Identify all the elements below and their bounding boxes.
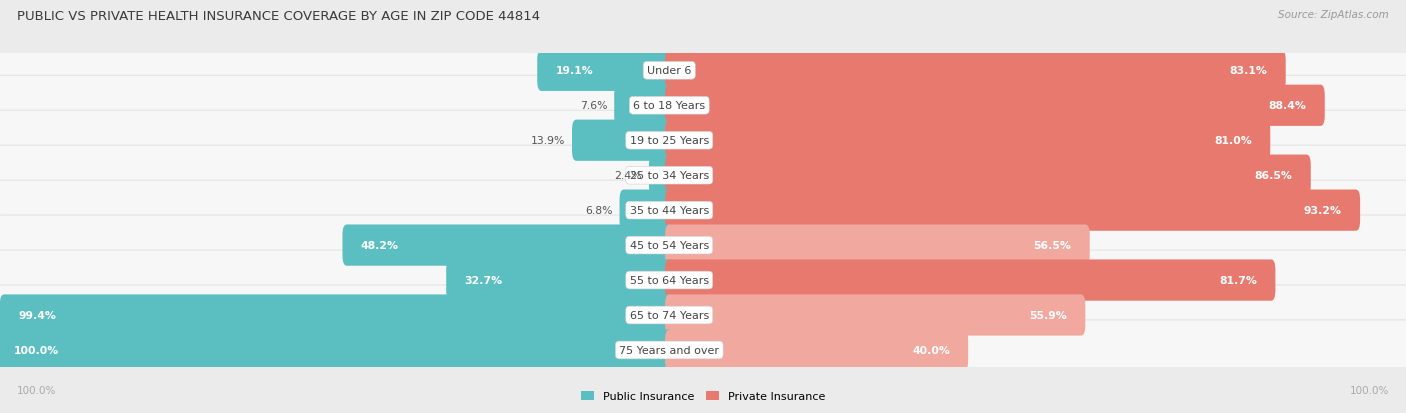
FancyBboxPatch shape — [0, 320, 1406, 380]
Text: 93.2%: 93.2% — [1303, 206, 1341, 216]
Text: 13.9%: 13.9% — [530, 136, 565, 146]
Text: 88.4%: 88.4% — [1268, 101, 1306, 111]
FancyBboxPatch shape — [0, 216, 1406, 275]
FancyBboxPatch shape — [665, 295, 1085, 336]
FancyBboxPatch shape — [0, 180, 1406, 241]
Text: 45 to 54 Years: 45 to 54 Years — [630, 240, 709, 251]
FancyBboxPatch shape — [614, 85, 673, 126]
Text: 6 to 18 Years: 6 to 18 Years — [633, 101, 706, 111]
Text: 6.8%: 6.8% — [585, 206, 613, 216]
FancyBboxPatch shape — [0, 285, 1406, 345]
Text: 40.0%: 40.0% — [912, 345, 950, 355]
FancyBboxPatch shape — [0, 146, 1406, 206]
FancyBboxPatch shape — [665, 85, 1324, 126]
FancyBboxPatch shape — [0, 111, 1406, 171]
FancyBboxPatch shape — [0, 41, 1406, 101]
FancyBboxPatch shape — [446, 260, 673, 301]
Text: PUBLIC VS PRIVATE HEALTH INSURANCE COVERAGE BY AGE IN ZIP CODE 44814: PUBLIC VS PRIVATE HEALTH INSURANCE COVER… — [17, 10, 540, 23]
Text: Under 6: Under 6 — [647, 66, 692, 76]
Text: 32.7%: 32.7% — [464, 275, 502, 285]
Text: 25 to 34 Years: 25 to 34 Years — [630, 171, 709, 181]
Text: 19.1%: 19.1% — [555, 66, 593, 76]
FancyBboxPatch shape — [0, 295, 673, 336]
Text: 19 to 25 Years: 19 to 25 Years — [630, 136, 709, 146]
Text: 55.9%: 55.9% — [1029, 310, 1067, 320]
Text: 35 to 44 Years: 35 to 44 Years — [630, 206, 709, 216]
Text: 86.5%: 86.5% — [1254, 171, 1292, 181]
FancyBboxPatch shape — [343, 225, 673, 266]
FancyBboxPatch shape — [620, 190, 673, 231]
FancyBboxPatch shape — [665, 120, 1270, 161]
Text: 100.0%: 100.0% — [14, 345, 59, 355]
FancyBboxPatch shape — [0, 76, 1406, 136]
FancyBboxPatch shape — [0, 330, 673, 371]
Text: 2.4%: 2.4% — [614, 171, 643, 181]
FancyBboxPatch shape — [665, 50, 1285, 92]
Legend: Public Insurance, Private Insurance: Public Insurance, Private Insurance — [576, 386, 830, 406]
FancyBboxPatch shape — [0, 250, 1406, 311]
FancyBboxPatch shape — [665, 190, 1360, 231]
Text: 81.0%: 81.0% — [1215, 136, 1251, 146]
FancyBboxPatch shape — [665, 330, 969, 371]
Text: 55 to 64 Years: 55 to 64 Years — [630, 275, 709, 285]
Text: 99.4%: 99.4% — [18, 310, 56, 320]
FancyBboxPatch shape — [665, 260, 1275, 301]
Text: 75 Years and over: 75 Years and over — [619, 345, 720, 355]
Text: 100.0%: 100.0% — [17, 385, 56, 395]
Text: 81.7%: 81.7% — [1219, 275, 1257, 285]
FancyBboxPatch shape — [572, 120, 673, 161]
Text: 48.2%: 48.2% — [361, 240, 399, 251]
Text: 56.5%: 56.5% — [1033, 240, 1071, 251]
FancyBboxPatch shape — [537, 50, 673, 92]
Text: 7.6%: 7.6% — [579, 101, 607, 111]
Text: 83.1%: 83.1% — [1230, 66, 1267, 76]
Text: 65 to 74 Years: 65 to 74 Years — [630, 310, 709, 320]
Text: Source: ZipAtlas.com: Source: ZipAtlas.com — [1278, 10, 1389, 20]
FancyBboxPatch shape — [650, 155, 673, 196]
Text: 100.0%: 100.0% — [1350, 385, 1389, 395]
FancyBboxPatch shape — [665, 225, 1090, 266]
FancyBboxPatch shape — [665, 155, 1310, 196]
